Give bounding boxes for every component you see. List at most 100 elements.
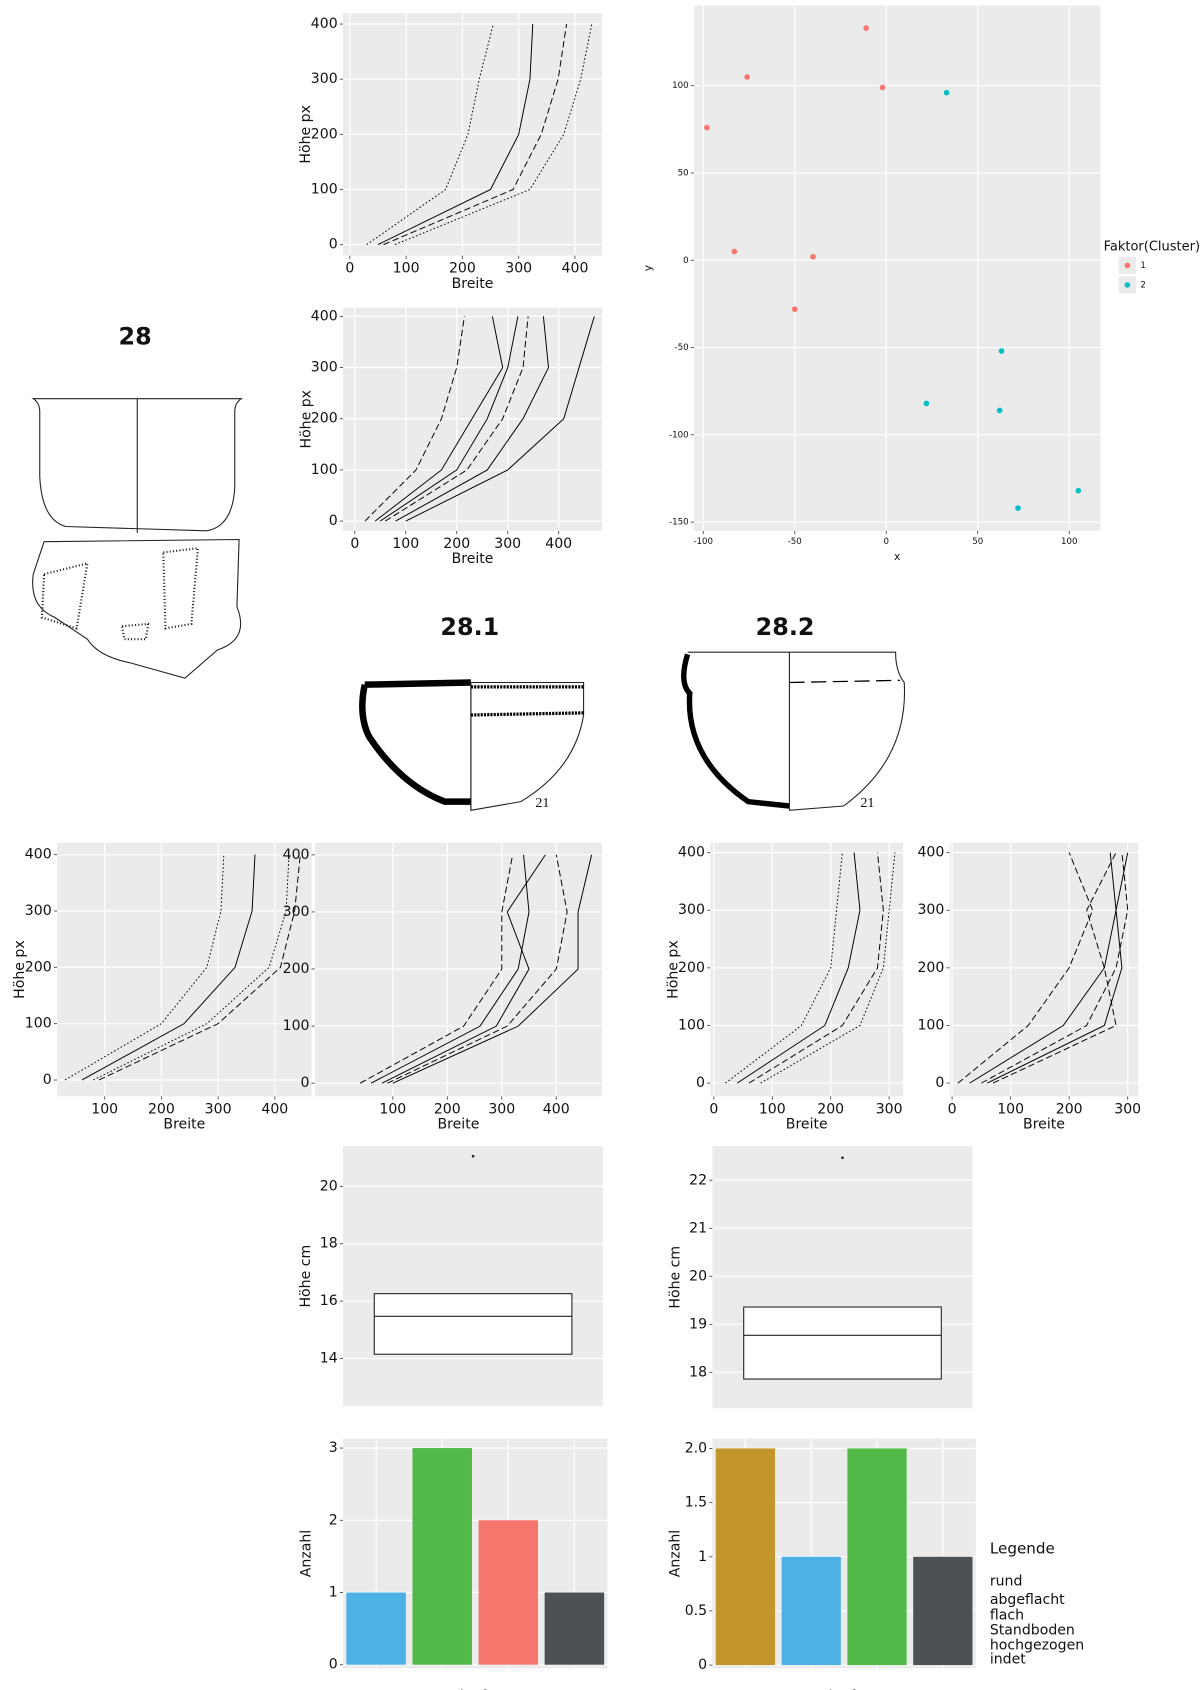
point: [943, 89, 950, 96]
x-tick-label: 200: [449, 261, 476, 277]
y-tick-label: 100: [25, 1016, 52, 1032]
point: [731, 248, 738, 255]
y-tick-label: 200: [678, 960, 705, 976]
x-tick-label: 100: [392, 536, 419, 552]
legend-label: 2: [1140, 280, 1146, 290]
x-tick-label: 200: [1056, 1101, 1083, 1117]
profile-line: [405, 316, 595, 522]
y-tick-label: 16: [320, 1293, 338, 1309]
panel: [949, 842, 1139, 1097]
y-tick-label: 1: [329, 1585, 338, 1601]
point: [1075, 487, 1082, 494]
legend-marker: [1124, 282, 1131, 288]
y-tick-label: 400: [678, 845, 705, 861]
legend-item: Standboden: [990, 1622, 1075, 1638]
bar: [544, 1592, 605, 1665]
point: [879, 84, 886, 91]
point: [923, 400, 930, 407]
y-tick-label: 0: [696, 1075, 705, 1091]
x-tick-label: 300: [505, 261, 532, 277]
x-tick-label: 100: [997, 1101, 1024, 1117]
box: [373, 1293, 573, 1355]
y-tick-label: 200: [283, 961, 310, 977]
x-axis-label: Breite: [786, 1117, 828, 1133]
y-tick-label: 100: [678, 1017, 705, 1033]
profile-line: [981, 852, 1129, 1084]
y-tick-label: 20: [689, 1268, 707, 1284]
pot-28-drawing: [31, 398, 244, 679]
pot-label: 28.2: [756, 613, 815, 641]
x-tick-label: -50: [788, 537, 802, 547]
outlier: [841, 1156, 844, 1159]
pot-label: 28.1: [440, 613, 499, 641]
panel: [57, 842, 312, 1097]
y-tick-label: -150: [669, 518, 689, 528]
y-tick-label: 0: [698, 1657, 707, 1673]
y-tick-label: 300: [311, 71, 338, 87]
y-tick-label: 100: [283, 1018, 310, 1034]
x-tick-label: 200: [148, 1101, 175, 1117]
profile-line: [725, 852, 843, 1084]
y-tick-label: 400: [25, 847, 52, 863]
x-tick-label: 0: [948, 1101, 957, 1117]
y-axis-label: Anzahl: [298, 1530, 314, 1577]
y-tick-label: 100: [311, 181, 338, 197]
y-tick-label: 0: [683, 256, 689, 266]
profile-line: [957, 852, 1094, 1084]
profile-line: [377, 24, 534, 246]
y-tick-label: 300: [25, 903, 52, 919]
x-axis-label: Breite: [1023, 1117, 1065, 1133]
profile-line: [98, 854, 301, 1081]
panel: [694, 5, 1101, 531]
profile-line: [366, 23, 494, 246]
point: [998, 348, 1005, 354]
pot-label: 28: [118, 322, 151, 350]
pot-number: 21: [535, 795, 549, 811]
pot-28-2-drawing: [681, 651, 906, 811]
legend-item: flach: [990, 1607, 1024, 1623]
legend-item: hochgezogen: [990, 1638, 1084, 1654]
legend-title: Legende: [990, 1540, 1055, 1558]
y-tick-label: 200: [311, 411, 338, 427]
x-axis-label: x: [894, 550, 901, 563]
profile-line: [374, 316, 504, 522]
profile-line: [392, 854, 593, 1084]
y-axis-label: Höhe px: [298, 390, 314, 449]
y-tick-label: 200: [311, 126, 338, 142]
y-tick-label: 18: [689, 1364, 707, 1380]
x-tick-label: 100: [393, 261, 420, 277]
y-axis-label: y: [642, 264, 655, 271]
legend-marker: [1124, 262, 1131, 269]
y-axis-label: Anzahl: [668, 1530, 684, 1577]
x-axis-label: Breite: [452, 276, 494, 292]
y-tick-label: 200: [25, 959, 52, 975]
y-tick-label: 0: [301, 1075, 310, 1091]
panel: [343, 1146, 604, 1407]
x-tick-label: 200: [817, 1101, 844, 1117]
y-tick-label: 18: [320, 1236, 338, 1252]
point: [863, 25, 869, 31]
y-tick-label: 19: [689, 1316, 707, 1332]
profile-line: [736, 852, 861, 1084]
bar: [913, 1556, 973, 1666]
y-tick-label: 0: [329, 513, 338, 529]
y-tick-label: 300: [311, 360, 338, 376]
y-tick-label: 1: [698, 1549, 707, 1565]
x-tick-label: 200: [443, 536, 470, 552]
legend-item: rund: [990, 1574, 1023, 1590]
y-tick-label: 400: [311, 308, 338, 324]
y-tick-label: 22: [689, 1172, 707, 1188]
pot-28-1-drawing: [359, 679, 585, 811]
profile-line: [992, 852, 1117, 1084]
x-tick-label: 300: [876, 1101, 903, 1117]
bar: [847, 1448, 907, 1666]
y-tick-label: 100: [917, 1017, 944, 1033]
x-tick-label: 0: [883, 537, 889, 547]
profile-line: [364, 316, 465, 522]
x-tick-label: 400: [543, 1101, 570, 1117]
x-axis-label: Breite: [452, 551, 494, 567]
x-tick-label: 300: [494, 536, 521, 552]
bar: [346, 1592, 406, 1665]
y-tick-label: 400: [283, 847, 310, 863]
x-axis-label: Breite: [163, 1117, 205, 1133]
